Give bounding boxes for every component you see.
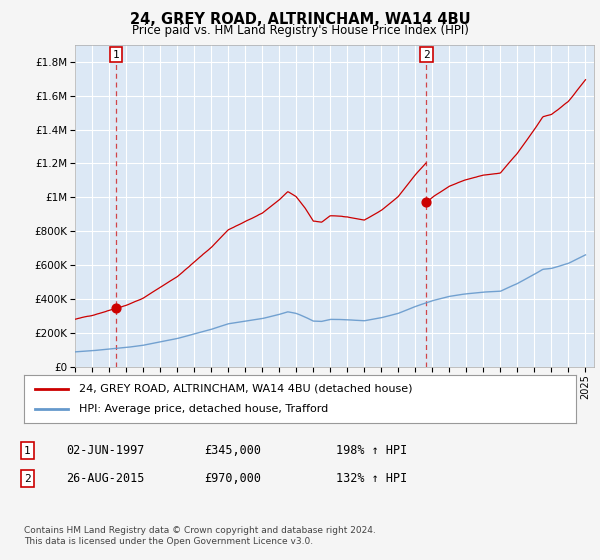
Text: 26-AUG-2015: 26-AUG-2015	[66, 472, 145, 486]
Text: HPI: Average price, detached house, Trafford: HPI: Average price, detached house, Traf…	[79, 404, 328, 414]
Text: 2: 2	[24, 474, 31, 484]
Text: £345,000: £345,000	[204, 444, 261, 458]
Text: 132% ↑ HPI: 132% ↑ HPI	[336, 472, 407, 486]
Text: Price paid vs. HM Land Registry's House Price Index (HPI): Price paid vs. HM Land Registry's House …	[131, 24, 469, 36]
Point	[112, 304, 121, 313]
Text: Contains HM Land Registry data © Crown copyright and database right 2024.
This d: Contains HM Land Registry data © Crown c…	[24, 526, 376, 546]
Text: 198% ↑ HPI: 198% ↑ HPI	[336, 444, 407, 458]
Text: 2: 2	[423, 50, 430, 59]
Text: 24, GREY ROAD, ALTRINCHAM, WA14 4BU (detached house): 24, GREY ROAD, ALTRINCHAM, WA14 4BU (det…	[79, 384, 413, 394]
Point	[422, 198, 431, 207]
Text: 02-JUN-1997: 02-JUN-1997	[66, 444, 145, 458]
Text: 1: 1	[24, 446, 31, 456]
Text: 24, GREY ROAD, ALTRINCHAM, WA14 4BU: 24, GREY ROAD, ALTRINCHAM, WA14 4BU	[130, 12, 470, 27]
Text: 1: 1	[113, 50, 119, 59]
Text: £970,000: £970,000	[204, 472, 261, 486]
